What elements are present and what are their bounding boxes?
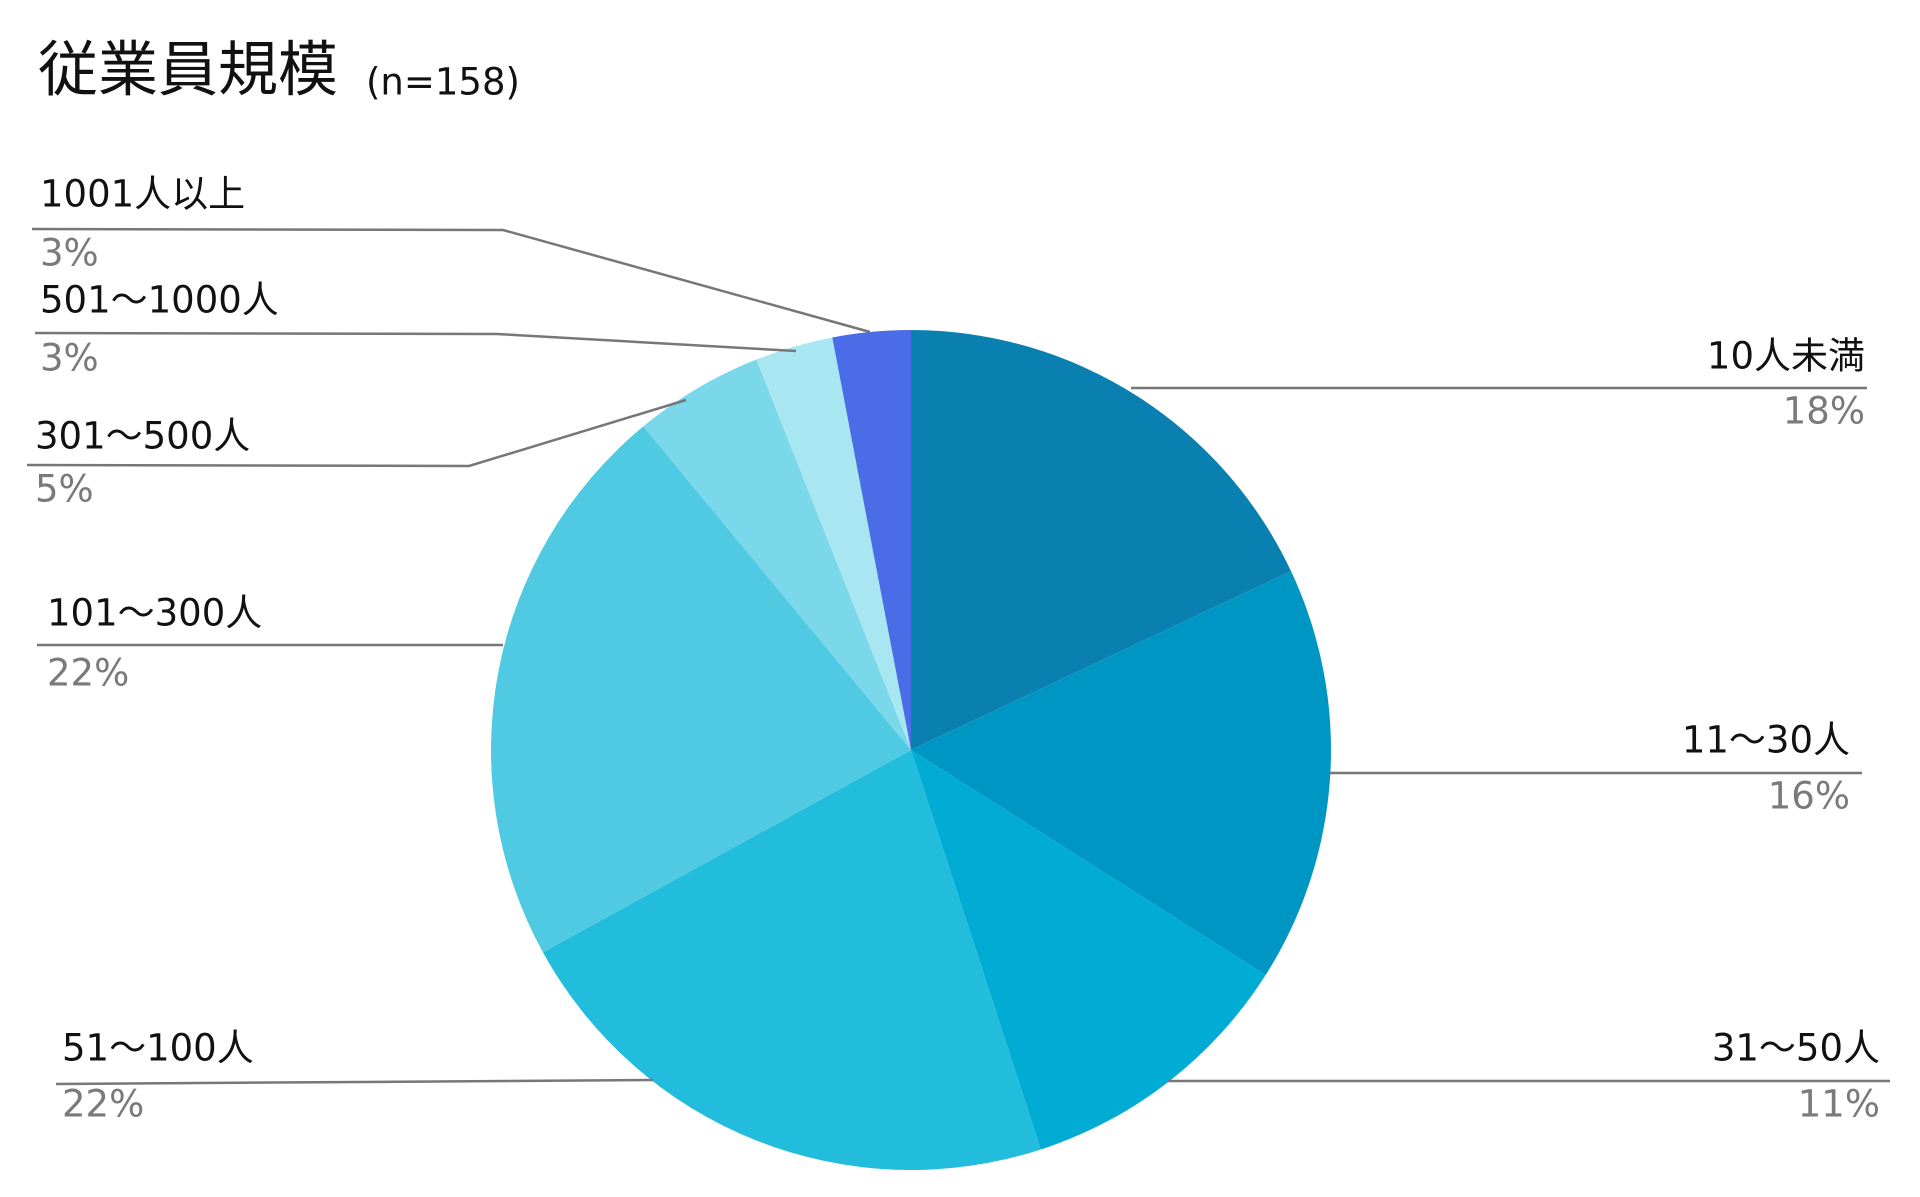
slice-label: 11〜30人 [1682,719,1850,762]
slice-label: 501〜1000人 [40,279,279,322]
slice-value-label: 22% [47,652,129,695]
slice-label: 101〜300人 [47,592,262,635]
slice-value-label: 3% [40,337,99,380]
pie-slice [542,750,1041,1170]
slice-value-label: 16% [1768,775,1850,818]
slice-label: 51〜100人 [62,1027,254,1070]
slice-value-label: 22% [62,1083,144,1126]
chart-subtitle: (n=158) [366,61,520,104]
leader-line [26,398,687,468]
pie-slice [643,359,911,750]
leader-line [34,331,797,353]
pie-slice [832,330,911,750]
pie-slice [491,426,911,953]
slice-label: 1001人以上 [40,173,245,216]
pie-slice [911,750,1266,1150]
chart-title: 従業員規模 [38,36,338,106]
pie-slice [911,330,1292,750]
pie-slice [756,337,911,750]
slice-value-label: 11% [1798,1083,1880,1126]
pie-slice [911,571,1331,976]
slice-label: 301〜500人 [35,415,250,458]
leader-line [55,1078,654,1086]
slice-label: 10人未満 [1707,335,1865,378]
slice-label: 31〜50人 [1712,1027,1880,1070]
slice-value-label: 3% [40,232,99,275]
leader-line [31,227,871,334]
slice-value-label: 18% [1783,390,1865,433]
slice-value-label: 5% [35,468,94,511]
